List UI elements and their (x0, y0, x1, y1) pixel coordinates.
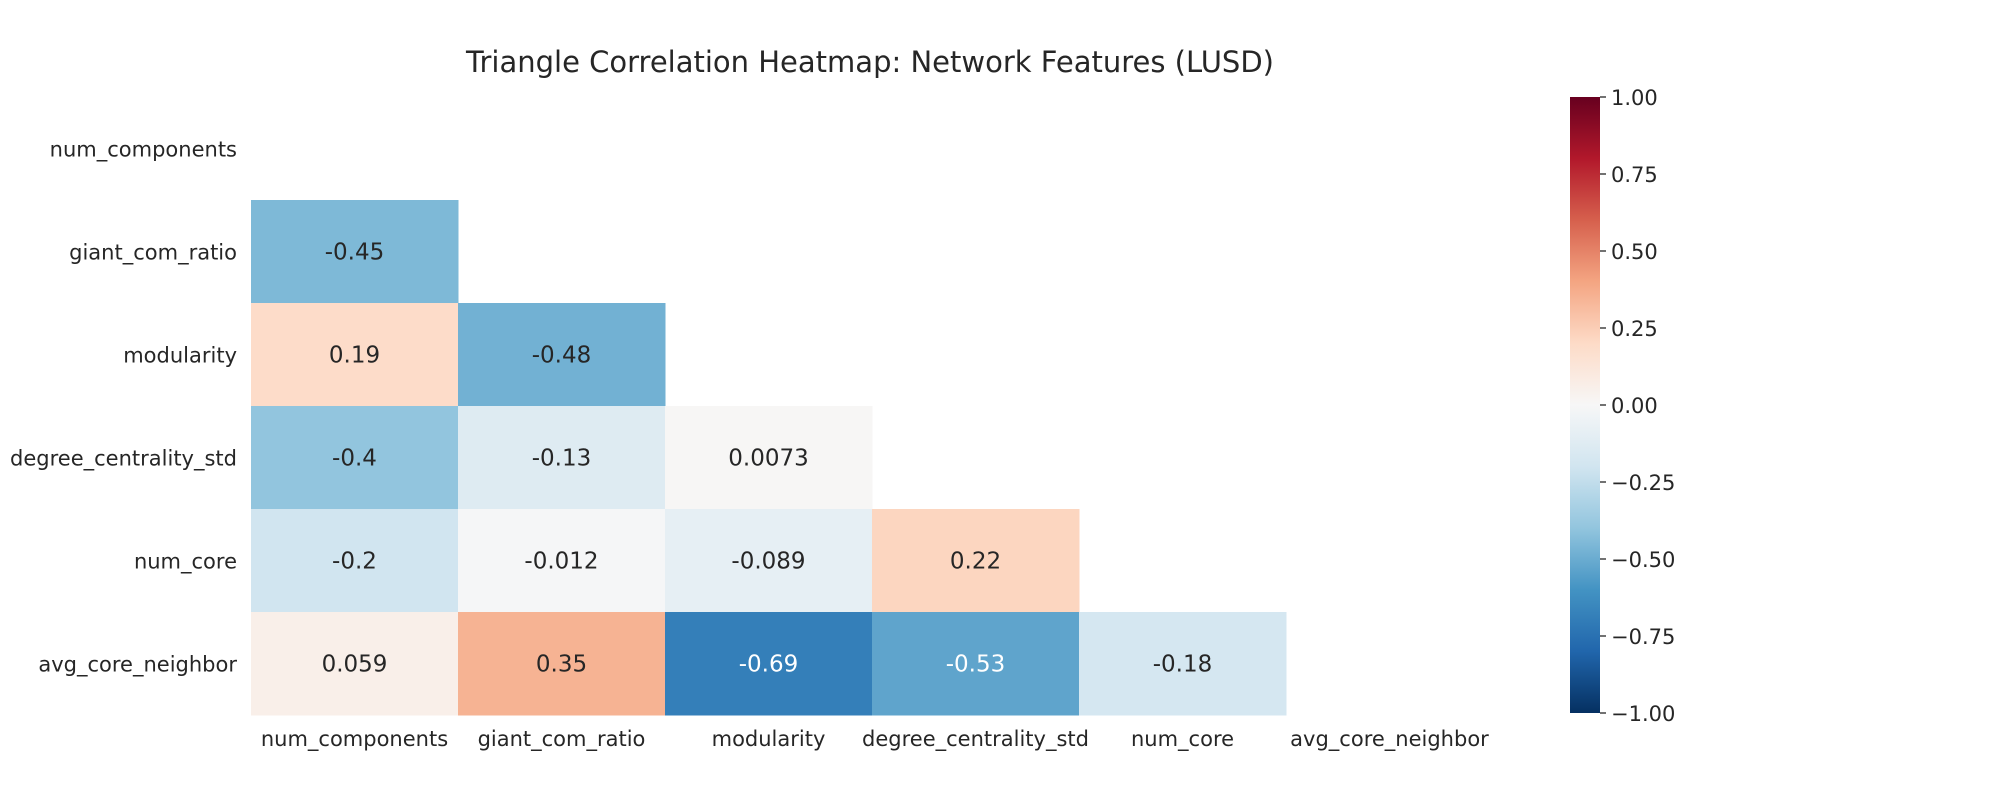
heatmap-cell (665, 612, 873, 716)
heatmap-cell-label: -0.012 (524, 549, 598, 575)
heatmap-cell-label: -0.4 (332, 446, 377, 472)
colorbar-tick-label: 1.00 (1611, 86, 1658, 110)
heatmap-cell-label: 0.059 (322, 652, 388, 678)
heatmap-cell (251, 303, 459, 407)
heatmap-cell (251, 406, 459, 510)
colorbar-tick-label: 0.25 (1611, 317, 1658, 341)
y-tick-label: giant_com_ratio (69, 241, 237, 266)
heatmap-cell-label: -0.69 (739, 652, 799, 678)
chart-title: Triangle Correlation Heatmap: Network Fe… (465, 45, 1274, 79)
heatmap-cell-label: -0.53 (946, 652, 1006, 678)
heatmap-cell-label: 0.0073 (728, 446, 808, 472)
heatmap-cell (458, 303, 666, 407)
heatmap-cell-label: 0.19 (329, 343, 380, 369)
heatmap-cell (665, 509, 873, 613)
heatmap-cell (458, 612, 666, 716)
colorbar-tick-label: −0.75 (1611, 625, 1675, 649)
heatmap-cell-label: -0.48 (532, 343, 592, 369)
heatmap-cell (458, 406, 666, 510)
heatmap-cell-label: -0.18 (1153, 652, 1213, 678)
heatmap-cell (251, 509, 459, 613)
heatmap-cell-label: -0.2 (332, 549, 377, 575)
colorbar-tick-label: 0.00 (1611, 394, 1658, 418)
heatmap-cell (872, 509, 1080, 613)
heatmap-cell-label: -0.089 (731, 549, 805, 575)
y-tick-label: modularity (123, 344, 237, 368)
heatmap-cell (251, 612, 459, 716)
heatmap-cell (458, 509, 666, 613)
heatmap-cell (872, 612, 1080, 716)
x-axis-tick-labels: num_components giant_com_ratio modularity d… (261, 727, 1489, 752)
y-tick-label: avg_core_neighbor (38, 653, 237, 678)
colorbar-gradient (1570, 97, 1600, 713)
colorbar-tick-label: −0.50 (1611, 548, 1675, 572)
heatmap-cell-label: -0.45 (325, 240, 385, 266)
x-tick-label: num_core (1131, 727, 1234, 752)
heatmap-cell-label: 0.35 (536, 652, 587, 678)
colorbar-tick-label: −0.25 (1611, 471, 1675, 495)
x-tick-label: avg_core_neighbor (1290, 727, 1489, 752)
x-tick-label: num_components (261, 727, 448, 752)
x-tick-label: giant_com_ratio (478, 727, 646, 752)
heatmap-cell (1079, 612, 1287, 716)
heatmap-cell-label: -0.13 (532, 446, 592, 472)
heatmap-cell-label: 0.22 (950, 549, 1001, 575)
y-tick-label: degree_centrality_std (10, 447, 237, 472)
y-tick-label: num_core (134, 550, 237, 575)
heatmap-cell (665, 406, 873, 510)
colorbar-tick-label: −1.00 (1611, 702, 1675, 726)
heatmap-cell (251, 200, 459, 304)
x-tick-label: degree_centrality_std (862, 727, 1089, 752)
heatmap-cells: -0.45 0.19 -0.48 -0.4 -0.13 0.0073 -0.2 -0.012 -… (251, 200, 1287, 716)
y-axis-tick-labels: num_components giant_com_ratio modularity d… (10, 138, 237, 678)
x-tick-label: modularity (712, 727, 826, 751)
colorbar: 1.00 0.75 0.50 0.25 0.00 −0.25 −0.50 −0.75 −1.00 (1570, 86, 1675, 726)
colorbar-tick-label: 0.75 (1611, 163, 1658, 187)
colorbar-tick-label: 0.50 (1611, 240, 1658, 264)
y-tick-label: num_components (50, 138, 237, 163)
